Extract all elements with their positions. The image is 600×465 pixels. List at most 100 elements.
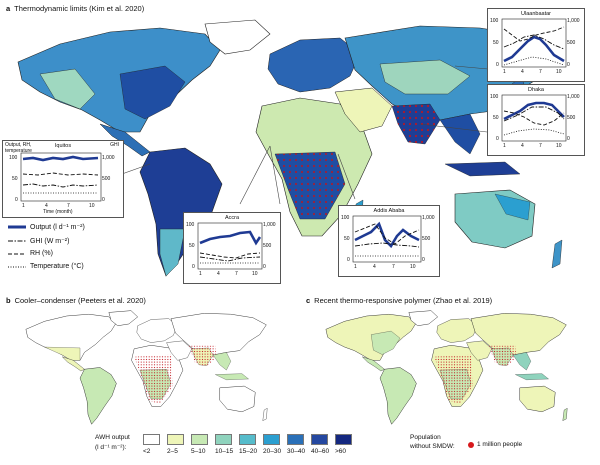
inset-addis-ababa: Addis Ababa 100 50 0 1,000 500 0 1 4 7 1…	[338, 205, 440, 277]
map-a	[17, 19, 563, 277]
tick-label: 1,000	[422, 215, 435, 221]
b-north-america-south	[44, 346, 81, 361]
legend-swatch-label: 10–15	[215, 448, 234, 455]
inset-ulaanbaatar-plot	[501, 18, 567, 68]
legend-swatch	[167, 434, 184, 445]
tick-label: 1	[503, 69, 506, 75]
indonesia-landmass	[444, 161, 521, 177]
b-southeast-asia	[212, 352, 232, 371]
tick-label: 50	[344, 236, 350, 242]
legend-swatch-label: 40–60	[311, 448, 330, 455]
tick-label: 0	[496, 136, 499, 142]
tick-label: 100	[490, 94, 499, 100]
legend-swatch	[215, 434, 232, 445]
tick-label: 100	[341, 215, 350, 221]
tick-label: 4	[217, 271, 220, 277]
inset-dhaka-plot	[501, 94, 567, 142]
australia-coast	[494, 193, 531, 221]
c-greenland	[408, 310, 439, 326]
inset-ulaanbaatar-city: Ulaanbaatar	[521, 11, 551, 17]
c-new-zealand	[562, 407, 568, 421]
legend-swatch-label: 5–10	[191, 448, 206, 455]
tick-label: 50	[189, 243, 195, 249]
southeast-asia	[439, 113, 481, 155]
legend-swatch	[191, 434, 208, 445]
b-indonesia	[215, 373, 249, 381]
tick-label: 4	[521, 143, 524, 149]
tick-label: 500	[567, 40, 576, 46]
tick-label: 4	[373, 264, 376, 270]
legend-swatch-label: <2	[143, 448, 151, 455]
tick-label: 10	[89, 203, 95, 209]
map-c	[325, 310, 568, 425]
b-north-america	[25, 313, 116, 361]
c-north-america-east	[370, 330, 401, 355]
line-legend: Output (l d⁻¹ m⁻²) GHI (W m⁻²) RH (%) Te…	[6, 222, 156, 282]
tick-label: 7	[392, 264, 395, 270]
tick-label: 1	[503, 143, 506, 149]
tick-label: 0	[496, 62, 499, 68]
map-b	[25, 310, 268, 425]
tick-label: 50	[493, 40, 499, 46]
inset-dhaka-city: Dhaka	[528, 87, 544, 93]
tick-label: 0	[567, 62, 570, 68]
tick-label: 500	[567, 115, 576, 121]
tick-label: 10	[556, 143, 562, 149]
central-asia	[379, 59, 471, 95]
inset-iquitos-left-label-2: temperature	[5, 148, 32, 154]
population-legend-label-2: without SMDW:	[410, 443, 455, 450]
tick-label: 0	[192, 264, 195, 270]
b-south-asia-dots	[188, 345, 217, 367]
new-zealand-landmass	[551, 239, 563, 269]
c-africa-dots	[434, 354, 474, 404]
population-legend-label-1: Population	[410, 434, 441, 441]
awh-output-legend: AWH output (l d⁻¹ m⁻²): <2 2–5 5–10 10–15 15…	[95, 434, 495, 462]
tick-label: 10	[556, 69, 562, 75]
awh-legend-title-1: AWH output	[95, 434, 130, 441]
tick-label: 0	[102, 197, 105, 203]
south-asia-dots	[392, 104, 440, 144]
africa-dots	[275, 152, 345, 219]
c-indonesia	[515, 373, 549, 381]
legend-swatch	[143, 434, 160, 445]
tick-label: 1,000	[567, 18, 580, 24]
legend-swatch-label: 2–5	[167, 448, 178, 455]
legend-temperature: Temperature (°C)	[30, 263, 84, 270]
greenland-landmass	[204, 19, 271, 55]
tick-label: 0	[15, 197, 18, 203]
inset-iquitos-plot	[20, 152, 102, 202]
tick-label: 50	[12, 176, 18, 182]
inset-addis-city: Addis Ababa	[373, 208, 405, 214]
c-asia	[470, 313, 567, 356]
c-central-america	[362, 356, 385, 372]
tick-label: 0	[567, 136, 570, 142]
inset-iquitos-right-label: GHI	[110, 142, 119, 148]
tick-label: 500	[422, 236, 431, 242]
b-africa-dots	[134, 354, 174, 404]
tick-label: 0	[263, 264, 266, 270]
australia-landmass	[454, 189, 536, 249]
tick-label: 4	[45, 203, 48, 209]
inset-accra-plot	[197, 222, 263, 270]
inset-accra: Accra 100 50 0 1,000 500 0 1 4 7 10	[183, 212, 281, 284]
panel-c-title: c Recent thermo-responsive polymer (Zhao …	[306, 296, 493, 305]
tick-label: 7	[235, 271, 238, 277]
tick-label: 1	[22, 203, 25, 209]
tick-label: 7	[539, 69, 542, 75]
inset-addis-plot	[352, 215, 422, 263]
population-legend: Population without SMDW: 1 million peopl…	[410, 434, 600, 462]
tick-label: 0	[347, 257, 350, 263]
inset-ulaanbaatar: Ulaanbaatar 100 50 0 1,000 500 0 1 4 7 1…	[487, 8, 585, 82]
legend-swatch-label: >60	[335, 448, 347, 455]
legend-swatch	[311, 434, 328, 445]
europe-landmass	[267, 37, 361, 93]
c-middle-east	[466, 340, 493, 361]
tick-label: 1,000	[567, 94, 580, 100]
panel-b-title: b Cooler–condenser (Peeters et al. 2020)	[6, 296, 146, 305]
legend-swatch-label: 30–40	[287, 448, 306, 455]
tick-label: 7	[539, 143, 542, 149]
tick-label: 100	[490, 18, 499, 24]
b-new-zealand	[262, 407, 268, 421]
tick-label: 100	[186, 222, 195, 228]
inset-accra-city: Accra	[224, 215, 240, 221]
